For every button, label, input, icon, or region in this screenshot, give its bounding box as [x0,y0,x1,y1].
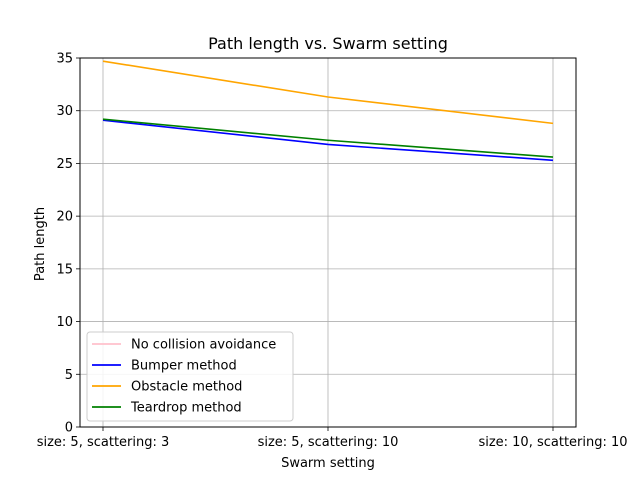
y-tick-label: 5 [65,368,73,383]
y-tick-label: 0 [65,421,73,436]
x-tick-label: size: 5, scattering: 3 [37,435,170,450]
y-axis-ticks: 0 5 10 15 20 25 30 35 [56,52,80,436]
y-tick-label: 35 [56,52,73,67]
legend-label: Obstacle method [131,380,242,395]
x-tick-label: size: 5, scattering: 10 [258,435,399,450]
series-line-obstacle-method [102,60,554,125]
legend-box [86,331,294,422]
series-line-teardrop-method [102,118,554,158]
legend-label: Bumper method [131,359,237,374]
y-tick-label: 15 [56,262,73,277]
legend: No collision avoidance Bumper method Obsta… [86,331,294,422]
x-axis-ticks: size: 5, scattering: 3 size: 5, scatterin… [37,427,628,450]
series-lines [102,60,554,162]
y-tick-label: 30 [56,104,73,119]
series-line-bumper-method [102,119,554,162]
x-tick-label: size: 10, scattering: 10 [478,435,627,450]
y-tick-label: 20 [56,210,73,225]
y-axis-title: Path length [33,207,48,281]
x-axis-title: Swarm setting [281,456,375,471]
legend-label: No collision avoidance [131,338,276,353]
y-tick-label: 25 [56,157,73,172]
y-tick-label: 10 [56,315,73,330]
legend-label: Teardrop method [130,401,242,416]
chart-title: Path length vs. Swarm setting [208,34,448,53]
